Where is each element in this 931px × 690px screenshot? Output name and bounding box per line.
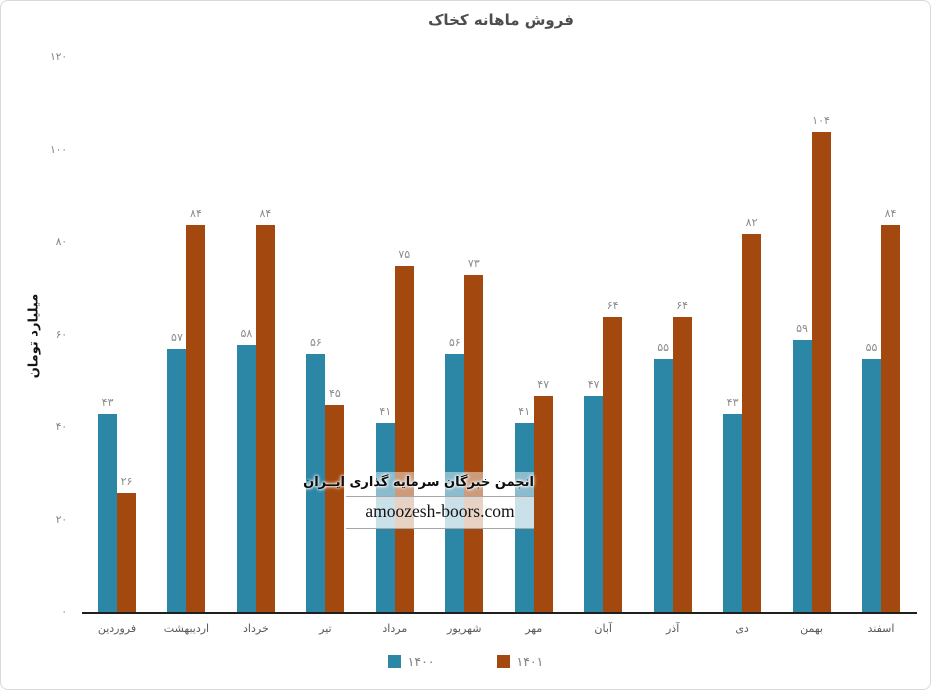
chart-title: فروش ماهانه کخاک bbox=[428, 11, 574, 29]
value-label: ۵۵ bbox=[657, 340, 670, 354]
legend-label: ۱۴۰۱ bbox=[516, 654, 544, 669]
bar-۱۴۰۱-10 bbox=[742, 233, 762, 613]
bar-۱۴۰۰-11 bbox=[792, 340, 812, 613]
value-label: ۷۳ bbox=[467, 257, 480, 271]
bar-۱۴۰۱-4 bbox=[325, 404, 345, 613]
y-tick-label: ۸۰ bbox=[55, 236, 67, 248]
bar-۱۴۰۰-2 bbox=[167, 349, 187, 613]
bar-۱۴۰۱-12 bbox=[880, 224, 900, 613]
bar-۱۴۰۰-6 bbox=[445, 354, 465, 613]
y-tick-label: ۱۲۰ bbox=[50, 51, 67, 63]
bar-۱۴۰۱-6 bbox=[464, 275, 484, 613]
value-label: ۴۵ bbox=[328, 386, 341, 400]
bar-۱۴۰۱-1 bbox=[117, 492, 136, 613]
value-label: ۸۴ bbox=[884, 206, 897, 220]
value-label: ۴۷ bbox=[537, 377, 550, 391]
y-tick-label: ۰ bbox=[61, 606, 67, 618]
bar-۱۴۰۱-3 bbox=[255, 224, 275, 613]
x-axis-line bbox=[82, 612, 917, 614]
x-tick-label-6: شهریور bbox=[447, 622, 482, 635]
bar-۱۴۰۰-9 bbox=[653, 358, 673, 613]
value-label: ۵۹ bbox=[796, 322, 808, 336]
value-label: ۷۵ bbox=[398, 248, 411, 262]
value-label: ۴۳ bbox=[101, 396, 114, 410]
bar-۱۴۰۱-2 bbox=[186, 224, 206, 613]
legend-item-۱۴۰۱: ۱۴۰۱ bbox=[496, 654, 544, 669]
value-label: ۸۲ bbox=[745, 215, 758, 229]
x-tick-label-3: خرداد bbox=[243, 622, 269, 635]
x-tick-label-12: اسفند bbox=[867, 622, 895, 635]
bar-۱۴۰۱-7 bbox=[533, 395, 553, 613]
value-label: ۴۷ bbox=[587, 377, 600, 391]
value-label: ۸۴ bbox=[259, 206, 272, 220]
bar-۱۴۰۱-11 bbox=[811, 132, 831, 613]
bar-۱۴۰۰-10 bbox=[723, 414, 743, 613]
bar-۱۴۰۱-9 bbox=[672, 317, 692, 613]
bar-۱۴۰۰-4 bbox=[306, 354, 326, 613]
legend-item-۱۴۰۰: ۱۴۰۰ bbox=[387, 654, 435, 669]
value-label: ۴۱ bbox=[379, 405, 392, 419]
x-tick-label-8: آبان bbox=[594, 622, 612, 635]
value-label: ۴۳ bbox=[726, 396, 739, 410]
value-label: ۶۴ bbox=[606, 299, 619, 312]
value-label: ۱۰۴ bbox=[812, 114, 830, 127]
legend-swatch-icon bbox=[496, 655, 510, 668]
bar-۱۴۰۰-12 bbox=[861, 358, 881, 613]
x-tick-label-9: آذر bbox=[665, 622, 680, 635]
value-label: ۲۶ bbox=[120, 474, 133, 488]
value-label: ۵۶ bbox=[448, 336, 461, 349]
x-tick-label-5: مرداد bbox=[382, 622, 408, 635]
legend-swatch-icon bbox=[387, 655, 401, 668]
legend: ۱۴۰۰ ۱۴۰۱ bbox=[1, 654, 930, 669]
x-tick-label-7: مهر bbox=[525, 622, 543, 635]
value-label: ۶۴ bbox=[676, 299, 689, 312]
y-tick-label: ۶۰ bbox=[55, 328, 67, 341]
watermark: انجمن خبرگان سرمایه گذاری ایــران amooze… bbox=[303, 472, 534, 529]
value-label: ۵۸ bbox=[240, 326, 253, 340]
x-tick-label-11: بهمن bbox=[800, 622, 823, 635]
watermark-website-text: amoozesh-boors.com bbox=[346, 496, 534, 529]
value-label: ۵۶ bbox=[309, 336, 322, 349]
x-tick-label-4: تیر bbox=[319, 622, 332, 635]
x-tick-label-2: اردیبهشت bbox=[163, 622, 210, 635]
value-label: ۸۴ bbox=[190, 206, 202, 220]
y-tick-label: ۱۰۰ bbox=[50, 143, 67, 156]
y-tick-label: ۴۰ bbox=[55, 421, 67, 433]
bar-۱۴۰۱-8 bbox=[603, 317, 623, 613]
value-label: ۴۱ bbox=[518, 405, 531, 419]
value-label: ۵۵ bbox=[865, 340, 878, 354]
bar-۱۴۰۰-8 bbox=[584, 395, 604, 613]
x-tick-label-1: فروردین bbox=[97, 622, 137, 635]
y-tick-label: ۲۰ bbox=[55, 513, 67, 526]
value-label: ۵۷ bbox=[171, 331, 183, 345]
bar-۱۴۰۰-3 bbox=[236, 344, 256, 613]
bar-۱۴۰۱-5 bbox=[394, 266, 414, 613]
plot-area: ۴۳ ۲۶ ۵۷ ۸۴ ۵۸ ۸۴ ۵۶ ۴۵ ۴۱ ۷۵ ۵۶ ۷۳ ۴۱ ۴۷ ۴۷ ۶۴ ۵۵ ۶۴ ۴۳ ۸۲… bbox=[86, 58, 916, 613]
x-tick-label-10: دی bbox=[735, 622, 749, 635]
watermark-association-text: انجمن خبرگان سرمایه گذاری ایــران bbox=[303, 475, 534, 490]
legend-label: ۱۴۰۰ bbox=[407, 654, 435, 669]
bar-۱۴۰۰-1 bbox=[98, 414, 117, 613]
